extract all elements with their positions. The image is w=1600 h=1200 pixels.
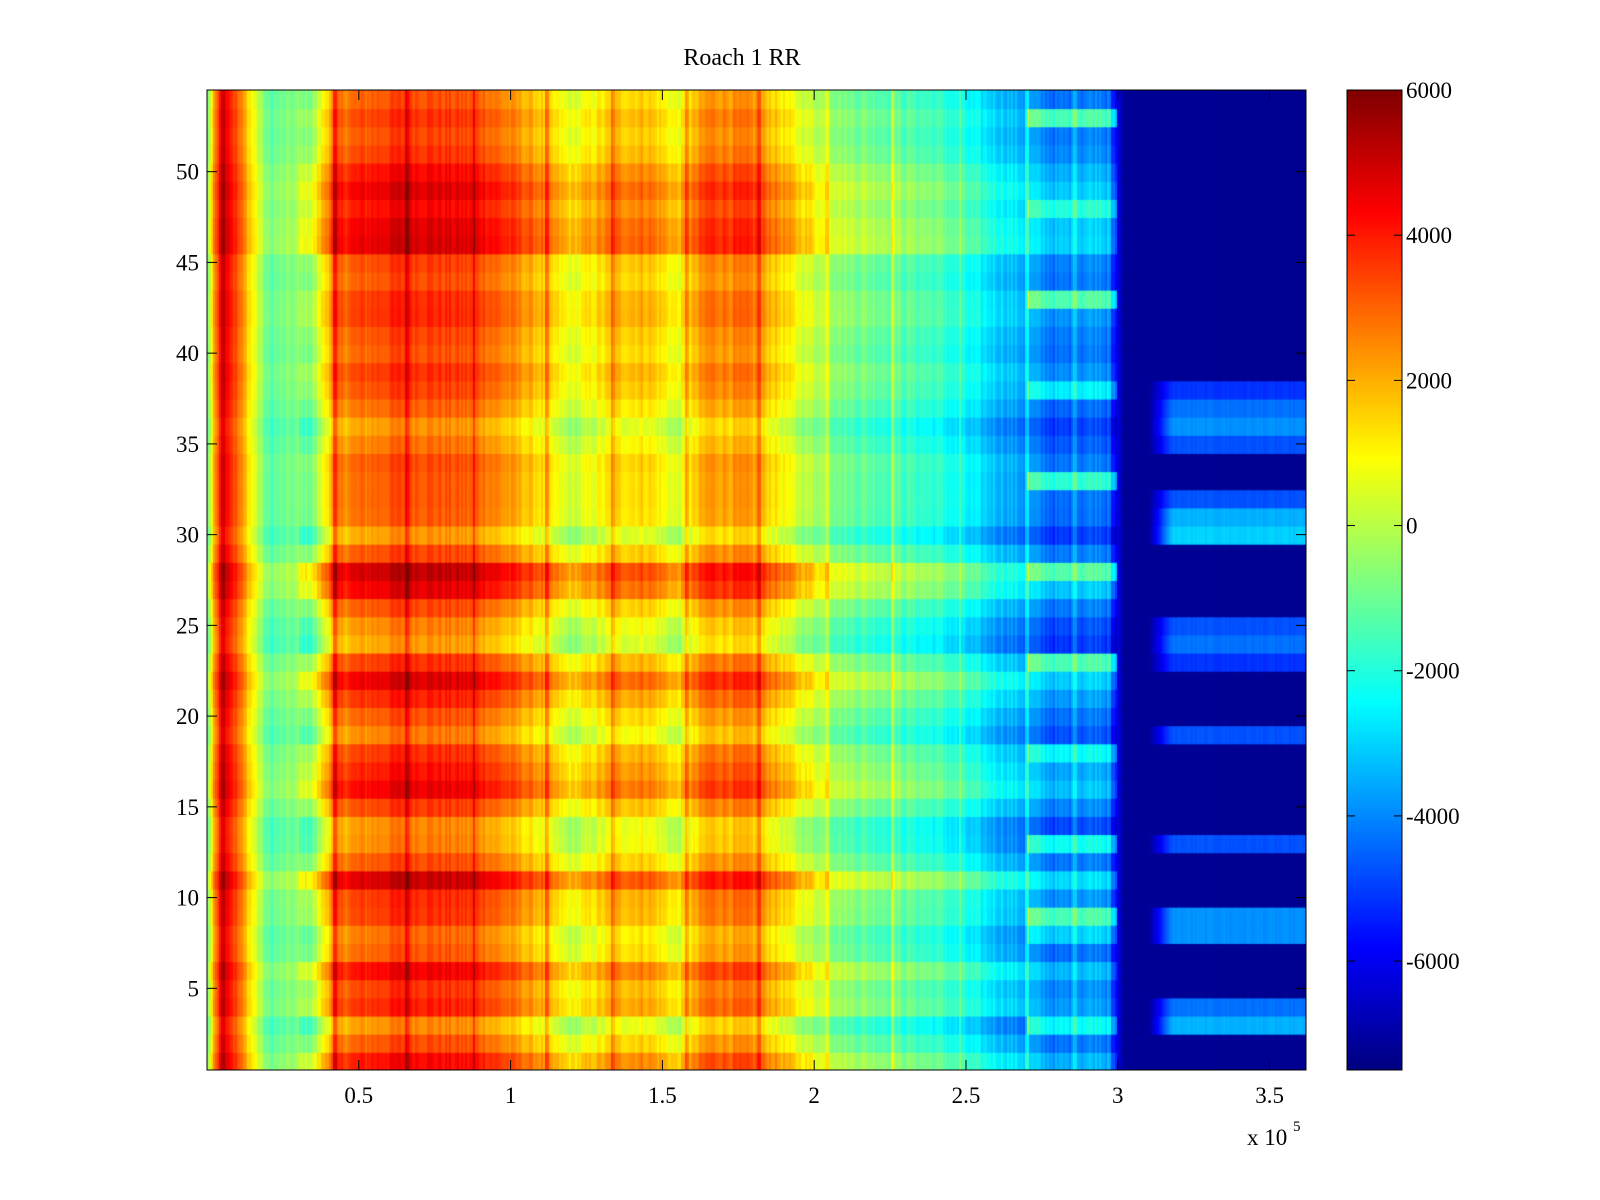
- y-tick-label: 10: [176, 886, 199, 911]
- x-tick-label: 2: [808, 1083, 820, 1108]
- y-tick-label: 20: [176, 704, 199, 729]
- plot-frame: [206, 89, 1307, 1071]
- x-tick-label: 0.5: [344, 1083, 373, 1108]
- colorbar-tick-label: 4000: [1406, 223, 1452, 248]
- x-multiplier-label: x 10: [1247, 1125, 1287, 1150]
- x-multiplier: x 10 5: [1247, 1119, 1301, 1150]
- x-tick-label: 1: [505, 1083, 517, 1108]
- chart-title: Roach 1 RR: [683, 45, 800, 71]
- y-tick-label: 50: [176, 160, 199, 185]
- x-tick-label: 3: [1112, 1083, 1124, 1108]
- x-tick-label: 2.5: [952, 1083, 981, 1108]
- y-tick-label: 40: [176, 341, 199, 366]
- y-tick-label: 35: [176, 432, 199, 457]
- y-tick-label: 30: [176, 523, 199, 548]
- colorbar-tick-label: 2000: [1406, 368, 1452, 393]
- colorbar-tick-label: -6000: [1406, 949, 1460, 974]
- y-tick-label: 45: [176, 250, 199, 275]
- colorbar-tick-label: 0: [1406, 514, 1418, 539]
- x-multiplier-exponent: 5: [1293, 1119, 1301, 1135]
- y-tick-label: 5: [188, 976, 200, 1001]
- colorbar-ticks: 6000 4000 2000 0 -2000 -4000 -6000: [1347, 78, 1460, 974]
- y-tick-label: 15: [176, 795, 199, 820]
- colorbar: 6000 4000 2000 0 -2000 -4000 -6000: [1346, 78, 1460, 1071]
- colorbar-frame: [1346, 89, 1403, 1071]
- x-tick-label: 1.5: [648, 1083, 677, 1108]
- heatmap-plot-area: [206, 89, 1307, 1071]
- colorbar-gradient: [1347, 90, 1402, 1070]
- x-tick-label: 3.5: [1255, 1083, 1284, 1108]
- colorbar-tick-label: -4000: [1406, 804, 1460, 829]
- colorbar-tick-label: 6000: [1406, 78, 1452, 103]
- y-tick-label: 25: [176, 613, 199, 638]
- y-axis: 5 10 15 20 25 30 35 40 45 50: [176, 160, 1306, 1001]
- heatmap-cells: [207, 90, 1306, 1070]
- x-axis: 0.5 1 1.5 2 2.5 3 3.5: [344, 90, 1284, 1108]
- colorbar-tick-label: -2000: [1406, 659, 1460, 684]
